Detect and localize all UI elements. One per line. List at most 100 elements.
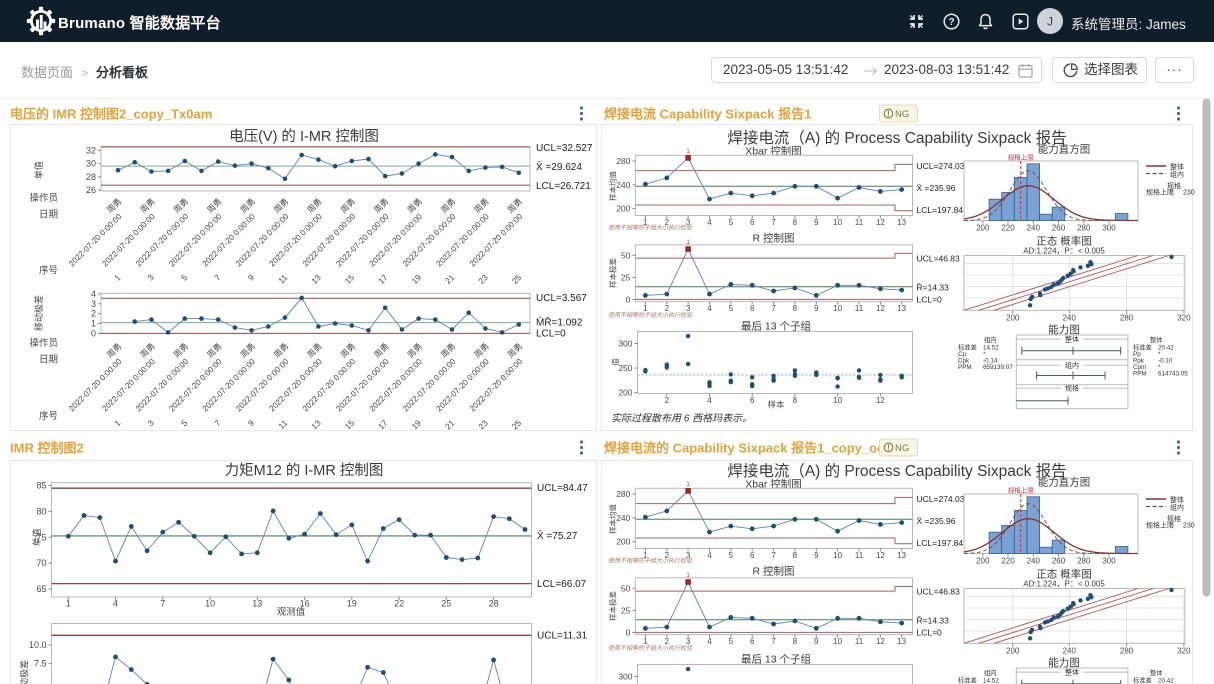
svg-text:整体: 整体 bbox=[1170, 495, 1184, 504]
svg-text:LCL=197.84: LCL=197.84 bbox=[917, 538, 964, 548]
svg-text:7: 7 bbox=[212, 272, 223, 283]
svg-text:观测值: 观测值 bbox=[277, 606, 306, 618]
svg-text:规格上限: 规格上限 bbox=[1008, 153, 1035, 162]
svg-text:UCL=46.83: UCL=46.83 bbox=[917, 587, 961, 597]
svg-text:使用不相等的子组大小执行检验: 使用不相等的子组大小执行检验 bbox=[608, 557, 693, 565]
svg-text:230: 230 bbox=[1183, 523, 1195, 530]
svg-text:9: 9 bbox=[246, 418, 257, 429]
svg-text:10: 10 bbox=[205, 598, 215, 608]
svg-text:1: 1 bbox=[643, 218, 648, 227]
svg-text:整体: 整体 bbox=[1150, 668, 1163, 677]
svg-text:最后 13 个子组: 最后 13 个子组 bbox=[741, 320, 812, 333]
svg-text:6: 6 bbox=[750, 304, 755, 313]
svg-text:标准差: 标准差 bbox=[958, 676, 977, 684]
svg-text:2: 2 bbox=[665, 218, 670, 227]
svg-text:组内: 组内 bbox=[1170, 503, 1184, 512]
svg-text:3: 3 bbox=[145, 418, 156, 429]
svg-text:14.52: 14.52 bbox=[983, 345, 999, 352]
svg-text:2: 2 bbox=[91, 309, 96, 319]
svg-text:280: 280 bbox=[616, 489, 630, 499]
svg-text:标准差: 标准差 bbox=[958, 343, 977, 352]
svg-text:28: 28 bbox=[86, 172, 96, 182]
svg-text:0: 0 bbox=[626, 627, 631, 637]
svg-text:4: 4 bbox=[707, 304, 712, 313]
svg-text:UCL=11.31: UCL=11.31 bbox=[537, 631, 588, 642]
svg-text:300: 300 bbox=[1102, 224, 1116, 233]
svg-text:1: 1 bbox=[112, 272, 123, 283]
svg-text:200: 200 bbox=[1006, 313, 1020, 322]
svg-text:J: J bbox=[1047, 15, 1053, 29]
svg-text:!: ! bbox=[887, 110, 890, 119]
svg-text:Cpm: Cpm bbox=[1133, 364, 1146, 371]
svg-text:240: 240 bbox=[616, 180, 630, 190]
svg-text:5: 5 bbox=[729, 304, 734, 313]
svg-text:AD:1.224，P：< 0.005: AD:1.224，P：< 0.005 bbox=[1023, 247, 1105, 256]
svg-text:200: 200 bbox=[618, 388, 632, 398]
svg-text:焊接电流（A) 的 Process Capability S: 焊接电流（A) 的 Process Capability Sixpack 报告 bbox=[727, 129, 1066, 147]
svg-text:3: 3 bbox=[686, 551, 691, 560]
svg-text:PPM: PPM bbox=[1133, 371, 1147, 378]
svg-text:X̄ =75.27: X̄ =75.27 bbox=[537, 529, 578, 542]
svg-text:22: 22 bbox=[394, 598, 404, 608]
svg-text:UCL=84.47: UCL=84.47 bbox=[537, 483, 588, 494]
svg-text:*: * bbox=[1158, 364, 1161, 371]
svg-text:4: 4 bbox=[707, 218, 712, 227]
svg-text:最后 13 个子组: 最后 13 个子组 bbox=[741, 653, 812, 666]
svg-text:50: 50 bbox=[621, 583, 631, 593]
svg-text:序号: 序号 bbox=[39, 410, 58, 422]
svg-text:Xbar 控制图: Xbar 控制图 bbox=[745, 145, 802, 158]
svg-text:20.42: 20.42 bbox=[1158, 345, 1174, 352]
svg-text:220: 220 bbox=[1001, 224, 1015, 233]
svg-text:8: 8 bbox=[793, 396, 798, 405]
svg-text:能力直方图: 能力直方图 bbox=[1038, 143, 1091, 156]
svg-text:样本均值: 样本均值 bbox=[608, 504, 618, 534]
svg-text:4: 4 bbox=[707, 551, 712, 560]
svg-text:13: 13 bbox=[897, 637, 906, 646]
svg-text:样本极差: 样本极差 bbox=[608, 591, 618, 621]
svg-text:9: 9 bbox=[814, 637, 819, 646]
svg-text:3: 3 bbox=[686, 304, 691, 313]
svg-text:值: 值 bbox=[610, 358, 620, 366]
svg-text:9: 9 bbox=[814, 304, 819, 313]
svg-text:1: 1 bbox=[643, 551, 648, 560]
svg-text:240: 240 bbox=[1027, 557, 1041, 566]
svg-text:力矩M12 的 I-MR 控制图: 力矩M12 的 I-MR 控制图 bbox=[225, 462, 384, 479]
svg-text:1: 1 bbox=[643, 304, 648, 313]
svg-text:200: 200 bbox=[976, 557, 990, 566]
svg-text:AD:1.224，P：< 0.005: AD:1.224，P：< 0.005 bbox=[1023, 580, 1105, 589]
svg-text:614743.05: 614743.05 bbox=[1158, 371, 1188, 378]
svg-text:样本极差: 样本极差 bbox=[608, 258, 618, 288]
svg-text:10.0: 10.0 bbox=[29, 640, 47, 650]
svg-text:1: 1 bbox=[643, 637, 648, 646]
svg-text:R̄=14.33: R̄=14.33 bbox=[917, 283, 950, 293]
svg-text:焊接电流（A) 的 Process Capability S: 焊接电流（A) 的 Process Capability Sixpack 报告 bbox=[727, 462, 1066, 480]
svg-text:13: 13 bbox=[897, 218, 906, 227]
svg-text:250: 250 bbox=[618, 363, 632, 373]
svg-text:8: 8 bbox=[793, 551, 798, 560]
svg-text:3: 3 bbox=[686, 218, 691, 227]
svg-text:7: 7 bbox=[771, 551, 776, 560]
svg-text:0: 0 bbox=[626, 294, 631, 304]
svg-text:LCL=0: LCL=0 bbox=[536, 329, 566, 340]
svg-text:1: 1 bbox=[91, 319, 96, 329]
svg-text:-0.10: -0.10 bbox=[1158, 358, 1173, 365]
svg-text:12: 12 bbox=[876, 304, 885, 313]
svg-text:LCL=26.721: LCL=26.721 bbox=[536, 181, 591, 192]
svg-text:85: 85 bbox=[36, 481, 46, 491]
svg-text:240: 240 bbox=[1063, 646, 1077, 655]
svg-text:整体: 整体 bbox=[1170, 162, 1184, 171]
svg-text:7: 7 bbox=[212, 418, 223, 429]
svg-text:-0.14: -0.14 bbox=[983, 358, 998, 365]
svg-text:序号: 序号 bbox=[39, 265, 58, 277]
svg-text:3: 3 bbox=[91, 299, 96, 309]
svg-text:移动极差: 移动极差 bbox=[19, 660, 30, 684]
svg-text:4: 4 bbox=[707, 396, 712, 405]
svg-text:能力直方图: 能力直方图 bbox=[1038, 476, 1091, 489]
svg-text:日期: 日期 bbox=[39, 355, 58, 366]
svg-text:NG: NG bbox=[895, 443, 909, 454]
svg-text:280: 280 bbox=[1077, 557, 1091, 566]
svg-text:240: 240 bbox=[1027, 224, 1041, 233]
svg-text:13: 13 bbox=[897, 551, 906, 560]
svg-text:12: 12 bbox=[876, 551, 885, 560]
svg-text:9: 9 bbox=[814, 218, 819, 227]
